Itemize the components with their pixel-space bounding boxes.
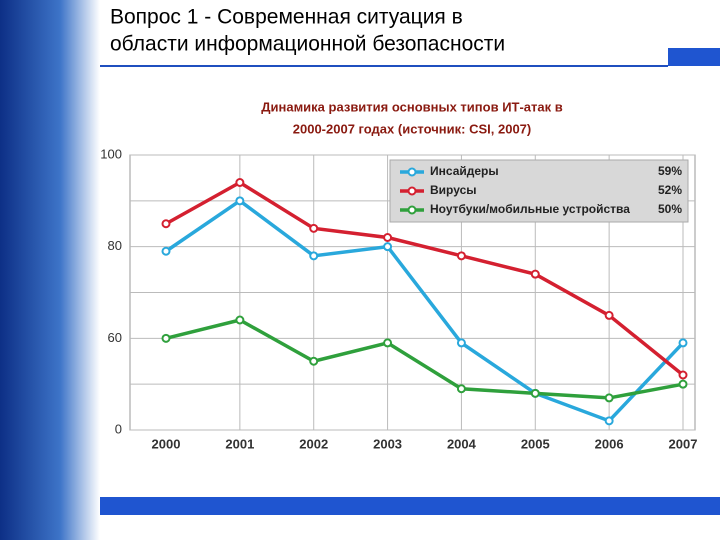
data-point xyxy=(309,251,319,261)
chart-title: Динамика развития основных типов ИТ-атак… xyxy=(261,99,563,114)
slide-heading: Вопрос 1 - Современная ситуация в xyxy=(110,6,463,29)
x-tick-label: 2004 xyxy=(447,436,477,451)
data-point xyxy=(383,242,393,252)
data-point xyxy=(309,223,319,233)
x-tick-label: 2001 xyxy=(225,436,254,451)
y-tick-label: 100 xyxy=(100,146,122,161)
data-point xyxy=(161,219,171,229)
data-point xyxy=(235,178,245,187)
data-point xyxy=(161,333,171,343)
series-line xyxy=(165,318,684,400)
x-tick-label: 2003 xyxy=(373,436,402,451)
data-point xyxy=(235,196,245,206)
legend-box xyxy=(389,159,689,223)
legend-value: 50% xyxy=(658,202,682,216)
slide-heading: области информационной безопасности xyxy=(110,33,505,56)
plot: 100 80 60 0 2000 2001 2002 2003 2004 2005 2006 2007… xyxy=(100,146,697,451)
series-line xyxy=(165,180,685,377)
legend-marker xyxy=(407,186,417,196)
series-line xyxy=(165,198,685,423)
legend-value: 52% xyxy=(658,183,682,197)
data-point xyxy=(309,356,319,366)
chart-title: 2000-2007 годах (источник: CSI, 2007) xyxy=(293,121,531,136)
legend-label: Инсайдеры xyxy=(430,164,499,178)
x-tick-label: 2006 xyxy=(595,436,624,451)
y-tick-label: 0 xyxy=(115,421,122,436)
x-tick-label: 2007 xyxy=(669,436,698,451)
bottom-bar xyxy=(100,497,720,515)
x-tick-label: 2005 xyxy=(521,436,550,451)
legend-marker xyxy=(407,205,417,215)
data-point xyxy=(235,315,245,325)
data-point xyxy=(456,384,466,394)
data-point xyxy=(604,416,614,426)
data-point xyxy=(530,388,540,398)
data-point xyxy=(530,269,540,279)
side-decoration xyxy=(0,0,100,540)
data-point xyxy=(604,310,614,320)
data-point xyxy=(456,338,466,348)
data-point xyxy=(678,338,688,348)
data-point xyxy=(678,370,688,380)
x-tick-label: 2000 xyxy=(152,436,181,451)
legend-label: Ноутбуки/мобильные устройства xyxy=(430,202,630,216)
data-point xyxy=(604,393,614,403)
data-point xyxy=(161,246,171,256)
x-tick-label: 2002 xyxy=(299,436,328,451)
legend-marker xyxy=(407,167,417,177)
legend-label: Вирусы xyxy=(430,183,477,197)
data-point xyxy=(456,251,466,261)
data-point xyxy=(383,338,393,348)
data-point xyxy=(678,379,688,389)
data-point xyxy=(383,233,393,242)
corner-box xyxy=(668,48,720,66)
y-tick-label: 60 xyxy=(108,330,122,345)
y-tick-label: 80 xyxy=(108,238,122,253)
legend-value: 59% xyxy=(658,164,682,178)
